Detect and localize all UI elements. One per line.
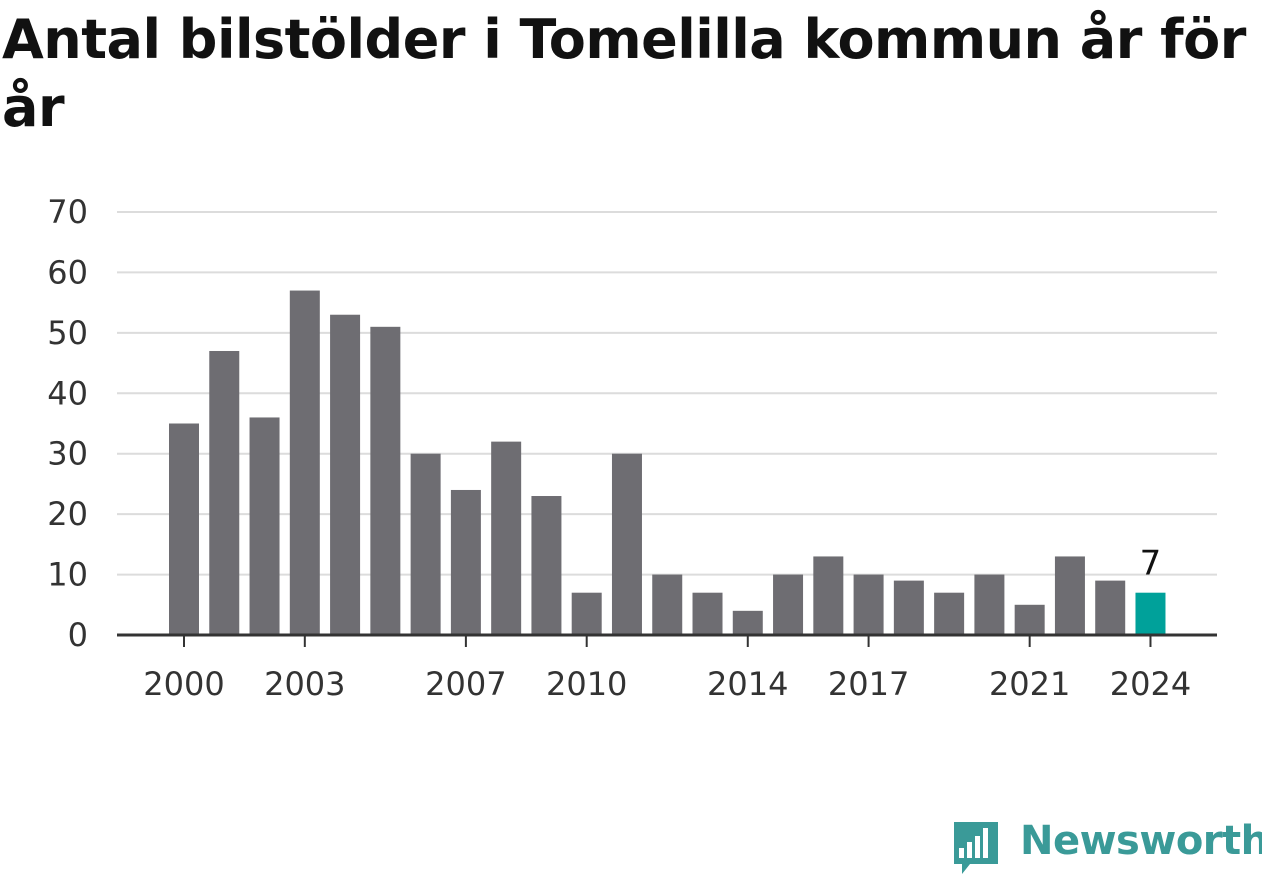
bar-2010: [571, 592, 602, 635]
x-tick-label: 2024: [1110, 665, 1191, 703]
bar-2011: [611, 453, 642, 635]
bar-2012: [652, 574, 683, 635]
y-tick-label: 70: [47, 193, 88, 231]
bar-2007: [450, 489, 481, 635]
bar-2002: [249, 417, 280, 635]
bar-2003: [289, 290, 320, 635]
data-labels: 7: [1140, 544, 1162, 584]
bar-2000: [169, 423, 199, 635]
x-tick-label: 2014: [707, 665, 788, 703]
bars: [169, 290, 1166, 635]
x-tick-label: 2003: [264, 665, 345, 703]
gridlines: [117, 211, 1217, 576]
bar-2004: [330, 314, 361, 635]
bar-2021: [1014, 604, 1045, 635]
chart-title: Antal bilstölder i Tomelilla kommun år f…: [2, 8, 1246, 139]
x-tick-label: 2017: [828, 665, 909, 703]
bar-2024: [1135, 592, 1166, 635]
x-tick-label: 2007: [425, 665, 506, 703]
bar-2008: [491, 441, 522, 635]
bar-2017: [853, 574, 884, 635]
bar-2015: [773, 574, 804, 635]
bar-2018: [893, 580, 924, 635]
x-tick-label: 2010: [546, 665, 627, 703]
bar-2022: [1054, 556, 1085, 635]
y-axis-ticks: 0 10 20 30 40 50 60 70: [47, 193, 88, 654]
y-tick-label: 30: [47, 435, 88, 473]
bar-chart: 0 10 20 30 40 50 60 70 2000 2003 2007 2010 2014 2017…: [47, 193, 1217, 703]
y-tick-label: 40: [47, 374, 88, 412]
newsworthy-logo-icon: [954, 822, 998, 874]
newsworthy-logo: Newsworthy: [950, 818, 1262, 880]
bar-2009: [531, 496, 562, 635]
y-tick-label: 10: [47, 556, 88, 594]
bar-2019: [934, 592, 965, 635]
bar-2013: [692, 592, 723, 635]
y-tick-label: 0: [68, 616, 88, 654]
x-tick-label: 2021: [989, 665, 1070, 703]
data-label-2024: 7: [1140, 544, 1162, 584]
y-tick-label: 60: [47, 253, 88, 291]
x-tick-label: 2000: [143, 665, 224, 703]
brand-name: Newsworthy: [1020, 818, 1262, 864]
bar-2016: [813, 556, 844, 635]
bar-2014: [732, 610, 763, 635]
y-tick-label: 20: [47, 495, 88, 533]
bar-2001: [209, 350, 240, 635]
bar-2005: [370, 326, 401, 635]
bar-2020: [974, 574, 1005, 635]
bar-2006: [410, 453, 441, 635]
y-tick-label: 50: [47, 314, 88, 352]
bar-2023: [1095, 580, 1126, 635]
x-axis-ticks: 2000 2003 2007 2010 2014 2017 2021 2024: [143, 635, 1191, 703]
